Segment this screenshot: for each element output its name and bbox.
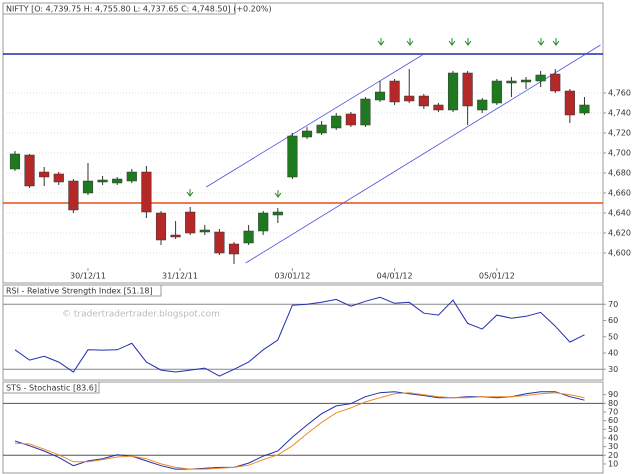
y-tick-label: 40: [608, 433, 618, 442]
candle-body: [141, 171, 152, 213]
y-tick-label: 4,660: [608, 189, 631, 198]
candle-body: [535, 74, 546, 82]
y-tick-label: 90: [608, 390, 618, 399]
candle-body: [447, 72, 459, 111]
arrow: [274, 190, 282, 198]
y-tick-label: 70: [608, 300, 618, 309]
y-tick-label: 60: [608, 316, 618, 325]
x-tick-label: 31/12/11: [162, 272, 198, 281]
rsi-panel: [2, 284, 604, 381]
candle-body: [404, 95, 415, 102]
candle-body: [579, 104, 590, 114]
candle-body: [185, 211, 196, 234]
arrow: [377, 38, 385, 46]
arrow: [186, 189, 194, 197]
sts-title: STS - Stochastic [83.6]: [6, 384, 97, 393]
arrow: [406, 38, 414, 46]
y-tick-label: 50: [608, 425, 618, 434]
arrow: [448, 38, 456, 46]
signal-arrows: [186, 38, 560, 198]
candle-body: [39, 171, 50, 178]
title-box: [2, 381, 100, 394]
candle-body: [9, 153, 21, 170]
candle-body: [345, 113, 356, 126]
candle-body: [112, 178, 123, 184]
candle-body: [433, 104, 444, 111]
y-tick-label: 40: [608, 349, 618, 358]
plot-layer: 4,600 4,620 4,640 4,660 4,680 4,700 4,720 4,740…: [3, 44, 631, 470]
candle-body: [477, 99, 488, 111]
x-tick-label: 05/01/12: [479, 272, 515, 281]
y-tick-label: 4,680: [608, 169, 631, 178]
candle-body: [491, 80, 502, 104]
candle-body: [126, 171, 137, 182]
y-tick-label: 60: [608, 416, 618, 425]
y-tick-label: 4,600: [608, 249, 631, 258]
watermark: © tradertradertrader.blogspot.com: [62, 310, 220, 320]
candle-body: [53, 173, 64, 183]
candle-body: [374, 91, 386, 101]
candle-body: [24, 154, 35, 187]
y-tick-label: 50: [608, 332, 618, 341]
indicator-line: [14, 392, 585, 470]
arrow: [537, 38, 545, 46]
y-tick-label: 4,620: [608, 229, 631, 238]
x-tick-label: 30/12/11: [70, 272, 106, 281]
candle-body: [243, 230, 254, 244]
indicator-line: [14, 296, 585, 377]
candle-body: [550, 73, 561, 92]
y-tick-label: 80: [608, 399, 618, 408]
candle-body: [258, 212, 269, 232]
y-tick-label: 4,700: [608, 149, 631, 158]
candle-body: [462, 72, 473, 107]
y-tick-label: 70: [608, 407, 618, 416]
y-tick-label: 4,720: [608, 129, 631, 138]
candle-body: [520, 79, 532, 83]
y-tick-label: 4,640: [608, 209, 631, 218]
candle-body: [68, 180, 79, 211]
candle-body: [97, 179, 108, 183]
rsi-title: RSI - Relative Strength Index [51.18]: [6, 287, 153, 296]
candle-body: [287, 135, 298, 178]
candle-body: [199, 229, 210, 233]
candle-body: [564, 90, 575, 116]
candle-body: [82, 180, 94, 194]
candle-body: [418, 95, 429, 107]
candle-body: [272, 211, 283, 216]
y-tick-label: 10: [608, 459, 618, 468]
candle-body: [316, 124, 327, 134]
candle-body: [228, 243, 240, 255]
x-tick-label: 03/01/12: [274, 272, 310, 281]
sts-panel: [2, 381, 604, 474]
candle-body: [301, 130, 313, 138]
y-tick-label: 30: [608, 365, 618, 374]
y-tick-label: 20: [608, 451, 618, 460]
candle-body: [214, 231, 225, 254]
chart-title: NIFTY [O: 4,739.75 H: 4,755.80 L: 4,737.…: [6, 5, 272, 14]
y-tick-label: 30: [608, 442, 618, 451]
arrow: [464, 38, 472, 46]
candle-body: [331, 115, 342, 129]
candle-body: [360, 98, 371, 126]
y-tick-label: 4,760: [608, 89, 631, 98]
candle-body: [170, 234, 181, 238]
title-box: [2, 284, 162, 297]
y-tick-label: 4,740: [608, 109, 631, 118]
title-box: [2, 2, 236, 15]
candle-body: [506, 80, 517, 84]
trend-line: [245, 44, 601, 264]
candle-body: [155, 212, 167, 241]
candle-body: [389, 80, 400, 103]
x-tick-label: 04/01/12: [377, 272, 413, 281]
trend-line: [206, 54, 423, 188]
arrow: [552, 38, 560, 46]
price-panel: [2, 2, 604, 284]
